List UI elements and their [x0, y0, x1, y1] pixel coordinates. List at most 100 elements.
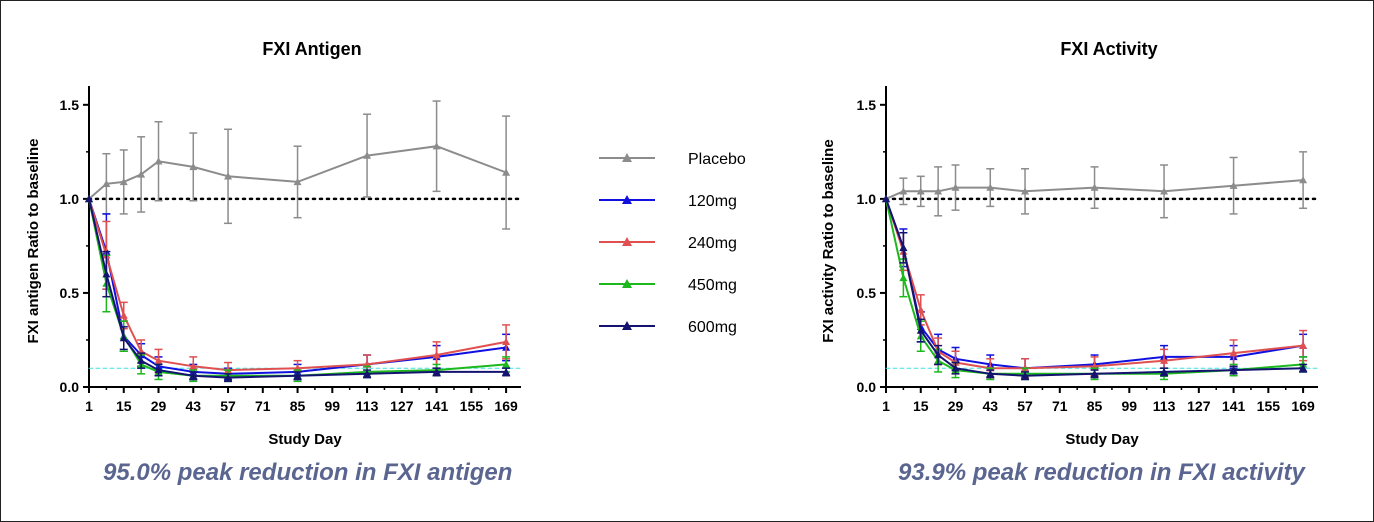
- data-point: [102, 270, 111, 278]
- data-point: [137, 356, 146, 364]
- y-tick-label: 1.0: [857, 191, 877, 207]
- series-240mg: [882, 194, 1308, 379]
- data-point: [502, 360, 511, 368]
- x-axis-label: Study Day: [268, 431, 342, 448]
- data-point: [1299, 364, 1308, 372]
- series-240mg: [85, 194, 511, 379]
- data-point: [1021, 187, 1030, 195]
- x-tick-label: 85: [290, 398, 306, 414]
- legend-label: 120mg: [688, 193, 737, 210]
- data-point: [502, 367, 511, 376]
- legend-label: 450mg: [688, 277, 737, 294]
- data-point: [1229, 181, 1238, 189]
- y-tick-label: 0.0: [60, 379, 80, 395]
- data-point: [432, 142, 441, 150]
- legend: Placebo 120mg 240mg 450mg 600mg: [599, 151, 746, 336]
- data-point: [432, 367, 441, 376]
- data-point: [934, 351, 943, 359]
- legend-swatch-marker: [622, 195, 632, 204]
- data-point: [363, 369, 372, 378]
- series-line-600mg: [885, 198, 1304, 377]
- data-point: [293, 177, 302, 186]
- x-tick-label: 113: [356, 398, 379, 414]
- series-line-120mg: [885, 198, 1304, 370]
- x-tick-label: 169: [1291, 398, 1315, 414]
- x-tick-label: 71: [255, 398, 271, 414]
- data-point: [85, 194, 93, 203]
- legend-item-120mg: 120mg: [599, 193, 737, 210]
- x-tick-label: 99: [1122, 398, 1138, 414]
- data-point: [502, 337, 511, 346]
- series-line-450mg: [88, 198, 507, 377]
- data-point: [137, 170, 146, 178]
- data-point: [102, 179, 111, 188]
- series-600mg: [85, 194, 511, 383]
- data-point: [363, 151, 372, 159]
- y-tick-label: 1.5: [857, 97, 877, 113]
- legend-swatch-marker: [622, 279, 632, 288]
- x-tick-label: 141: [425, 398, 449, 414]
- data-point: [916, 187, 925, 195]
- x-axis-label: Study Day: [1065, 431, 1139, 448]
- data-point: [224, 172, 233, 180]
- data-point: [119, 334, 128, 342]
- chart-title: FXI Activity: [1060, 39, 1157, 59]
- y-axis-label: FXI antigen Ratio to baseline: [25, 138, 42, 343]
- chart-activity: FXI Activity 0.0 0.5 1.0 1.5 1 15 29 43 57 71 85 99 1…: [820, 39, 1320, 448]
- data-point: [154, 366, 163, 374]
- data-point: [1160, 356, 1169, 364]
- chart-title: FXI Antigen: [262, 39, 361, 59]
- y-tick-label: 1.5: [60, 97, 80, 113]
- data-point: [882, 194, 890, 203]
- x-tick-label: 43: [982, 398, 998, 414]
- data-point: [154, 157, 163, 165]
- data-point: [951, 364, 960, 372]
- x-tick-label: 57: [1017, 398, 1033, 414]
- legend-label: Placebo: [688, 151, 746, 168]
- data-point: [1160, 187, 1169, 195]
- data-point: [1299, 176, 1308, 184]
- series-600mg: [882, 194, 1308, 381]
- data-point: [502, 168, 511, 176]
- x-tick-label: 15: [116, 398, 132, 414]
- y-tick-label: 0.5: [60, 285, 80, 301]
- legend-item-placebo: Placebo: [599, 151, 746, 168]
- x-tick-label: 85: [1087, 398, 1103, 414]
- data-point: [1090, 183, 1099, 191]
- data-point: [899, 273, 908, 282]
- data-point: [189, 162, 198, 171]
- y-tick-label: 1.0: [60, 191, 80, 207]
- x-tick-label: 141: [1222, 398, 1246, 414]
- legend-item-600mg: 600mg: [599, 319, 737, 336]
- data-point: [119, 177, 128, 186]
- data-point: [934, 187, 943, 195]
- x-tick-label: 155: [1257, 398, 1281, 414]
- y-tick-label: 0.5: [857, 285, 877, 301]
- series-120mg: [882, 194, 1308, 379]
- legend-item-450mg: 450mg: [599, 277, 737, 294]
- data-point: [224, 373, 233, 381]
- data-point: [1299, 341, 1308, 349]
- data-point: [986, 369, 995, 378]
- data-point: [293, 371, 302, 379]
- x-tick-label: 1: [882, 398, 890, 414]
- legend-label: 240mg: [688, 235, 737, 252]
- x-tick-label: 155: [460, 398, 484, 414]
- data-point: [154, 356, 163, 364]
- x-tick-label: 99: [325, 398, 341, 414]
- legend-label: 600mg: [688, 319, 737, 336]
- data-point: [432, 351, 441, 359]
- x-tick-label: 29: [948, 398, 964, 414]
- series-line-240mg: [88, 198, 507, 372]
- x-tick-label: 113: [1153, 398, 1176, 414]
- caption-antigen: 95.0% peak reduction in FXI antigen: [103, 459, 513, 486]
- data-point: [1021, 371, 1030, 379]
- y-axis-label: FXI activity Ratio to baseline: [820, 139, 837, 342]
- data-point: [899, 243, 908, 251]
- legend-swatch-marker: [622, 153, 632, 162]
- x-tick-label: 15: [913, 398, 929, 414]
- data-point: [189, 371, 198, 379]
- x-tick-label: 169: [494, 398, 518, 414]
- data-point: [1160, 367, 1169, 376]
